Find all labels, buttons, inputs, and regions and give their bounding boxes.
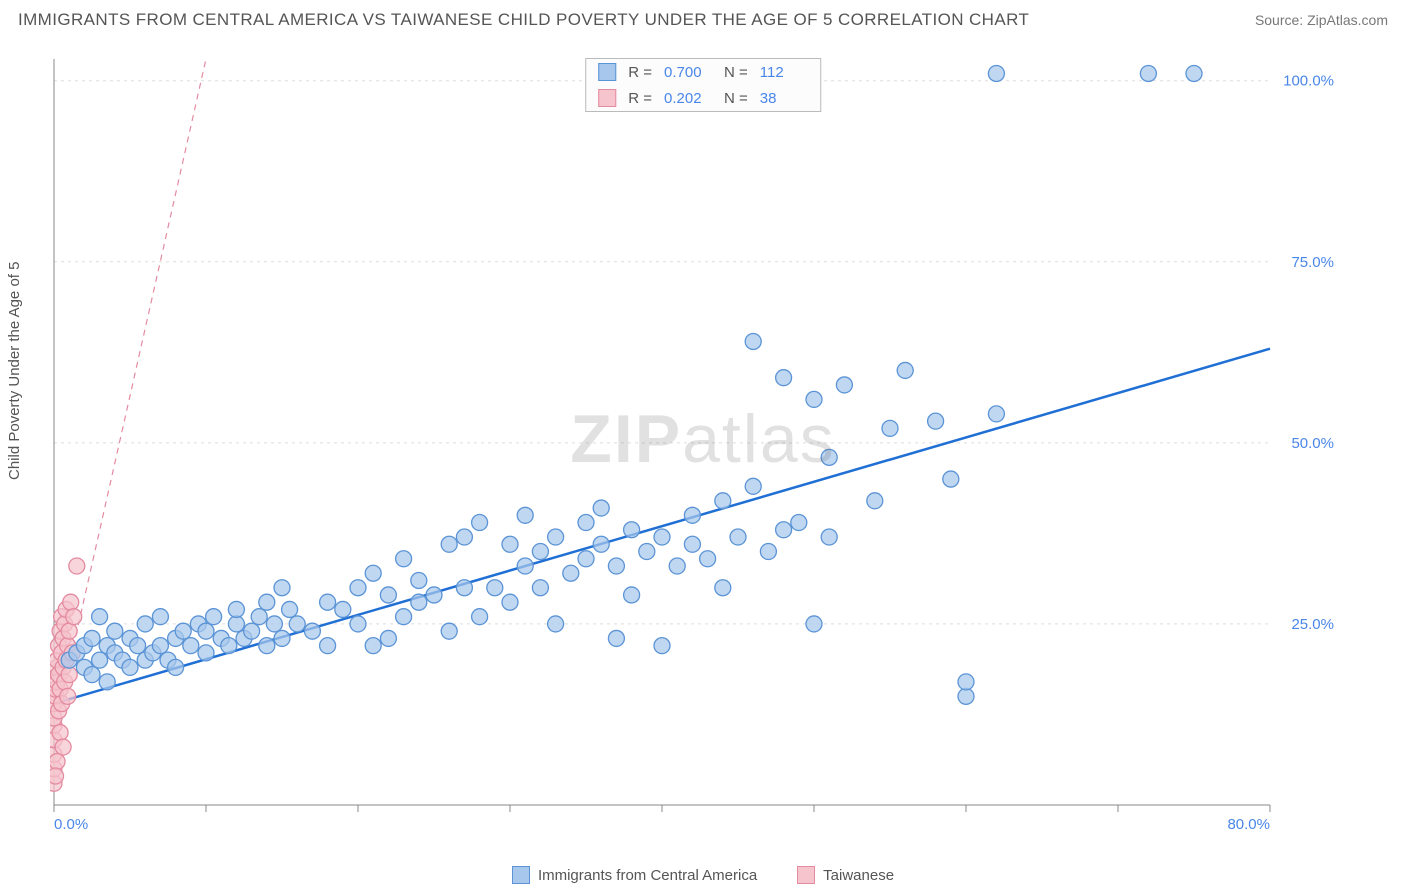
- n-label: N =: [724, 64, 748, 81]
- legend-swatch-blue-icon: [598, 63, 616, 81]
- header: IMMIGRANTS FROM CENTRAL AMERICA VS TAIWA…: [18, 10, 1388, 30]
- plot-area: 25.0% 50.0% 75.0% 100.0% 0.0% 80.0%: [50, 55, 1340, 835]
- legend-swatch-blue-icon: [512, 866, 530, 884]
- r-value-blue: 0.700: [664, 64, 712, 81]
- n-value-blue: 112: [760, 64, 808, 81]
- correlation-legend: R = 0.700 N = 112 R = 0.202 N = 38: [585, 58, 821, 112]
- source-label: Source: ZipAtlas.com: [1255, 12, 1388, 28]
- r-label: R =: [628, 64, 652, 81]
- chart-title: IMMIGRANTS FROM CENTRAL AMERICA VS TAIWA…: [18, 10, 1029, 30]
- correlation-legend-row-blue: R = 0.700 N = 112: [586, 59, 820, 85]
- svg-text:0.0%: 0.0%: [54, 816, 88, 833]
- legend-item-blue: Immigrants from Central America: [512, 866, 757, 884]
- svg-text:75.0%: 75.0%: [1291, 254, 1334, 271]
- svg-text:100.0%: 100.0%: [1283, 73, 1334, 90]
- source-value: ZipAtlas.com: [1307, 12, 1388, 28]
- correlation-legend-row-pink: R = 0.202 N = 38: [586, 85, 820, 111]
- source-prefix: Source:: [1255, 12, 1307, 28]
- n-value-pink: 38: [760, 90, 808, 107]
- legend-label-pink: Taiwanese: [823, 867, 894, 884]
- r-label: R =: [628, 90, 652, 107]
- n-label: N =: [724, 90, 748, 107]
- svg-text:80.0%: 80.0%: [1227, 816, 1270, 833]
- svg-text:50.0%: 50.0%: [1291, 435, 1334, 452]
- legend-swatch-pink-icon: [797, 866, 815, 884]
- legend-label-blue: Immigrants from Central America: [538, 867, 757, 884]
- r-value-pink: 0.202: [664, 90, 712, 107]
- y-axis-label: Child Poverty Under the Age of 5: [6, 262, 23, 480]
- legend-swatch-pink-icon: [598, 89, 616, 107]
- svg-text:25.0%: 25.0%: [1291, 616, 1334, 633]
- scatter-chart: 25.0% 50.0% 75.0% 100.0% 0.0% 80.0%: [50, 55, 1340, 835]
- series-legend: Immigrants from Central America Taiwanes…: [0, 866, 1406, 884]
- legend-item-pink: Taiwanese: [797, 866, 894, 884]
